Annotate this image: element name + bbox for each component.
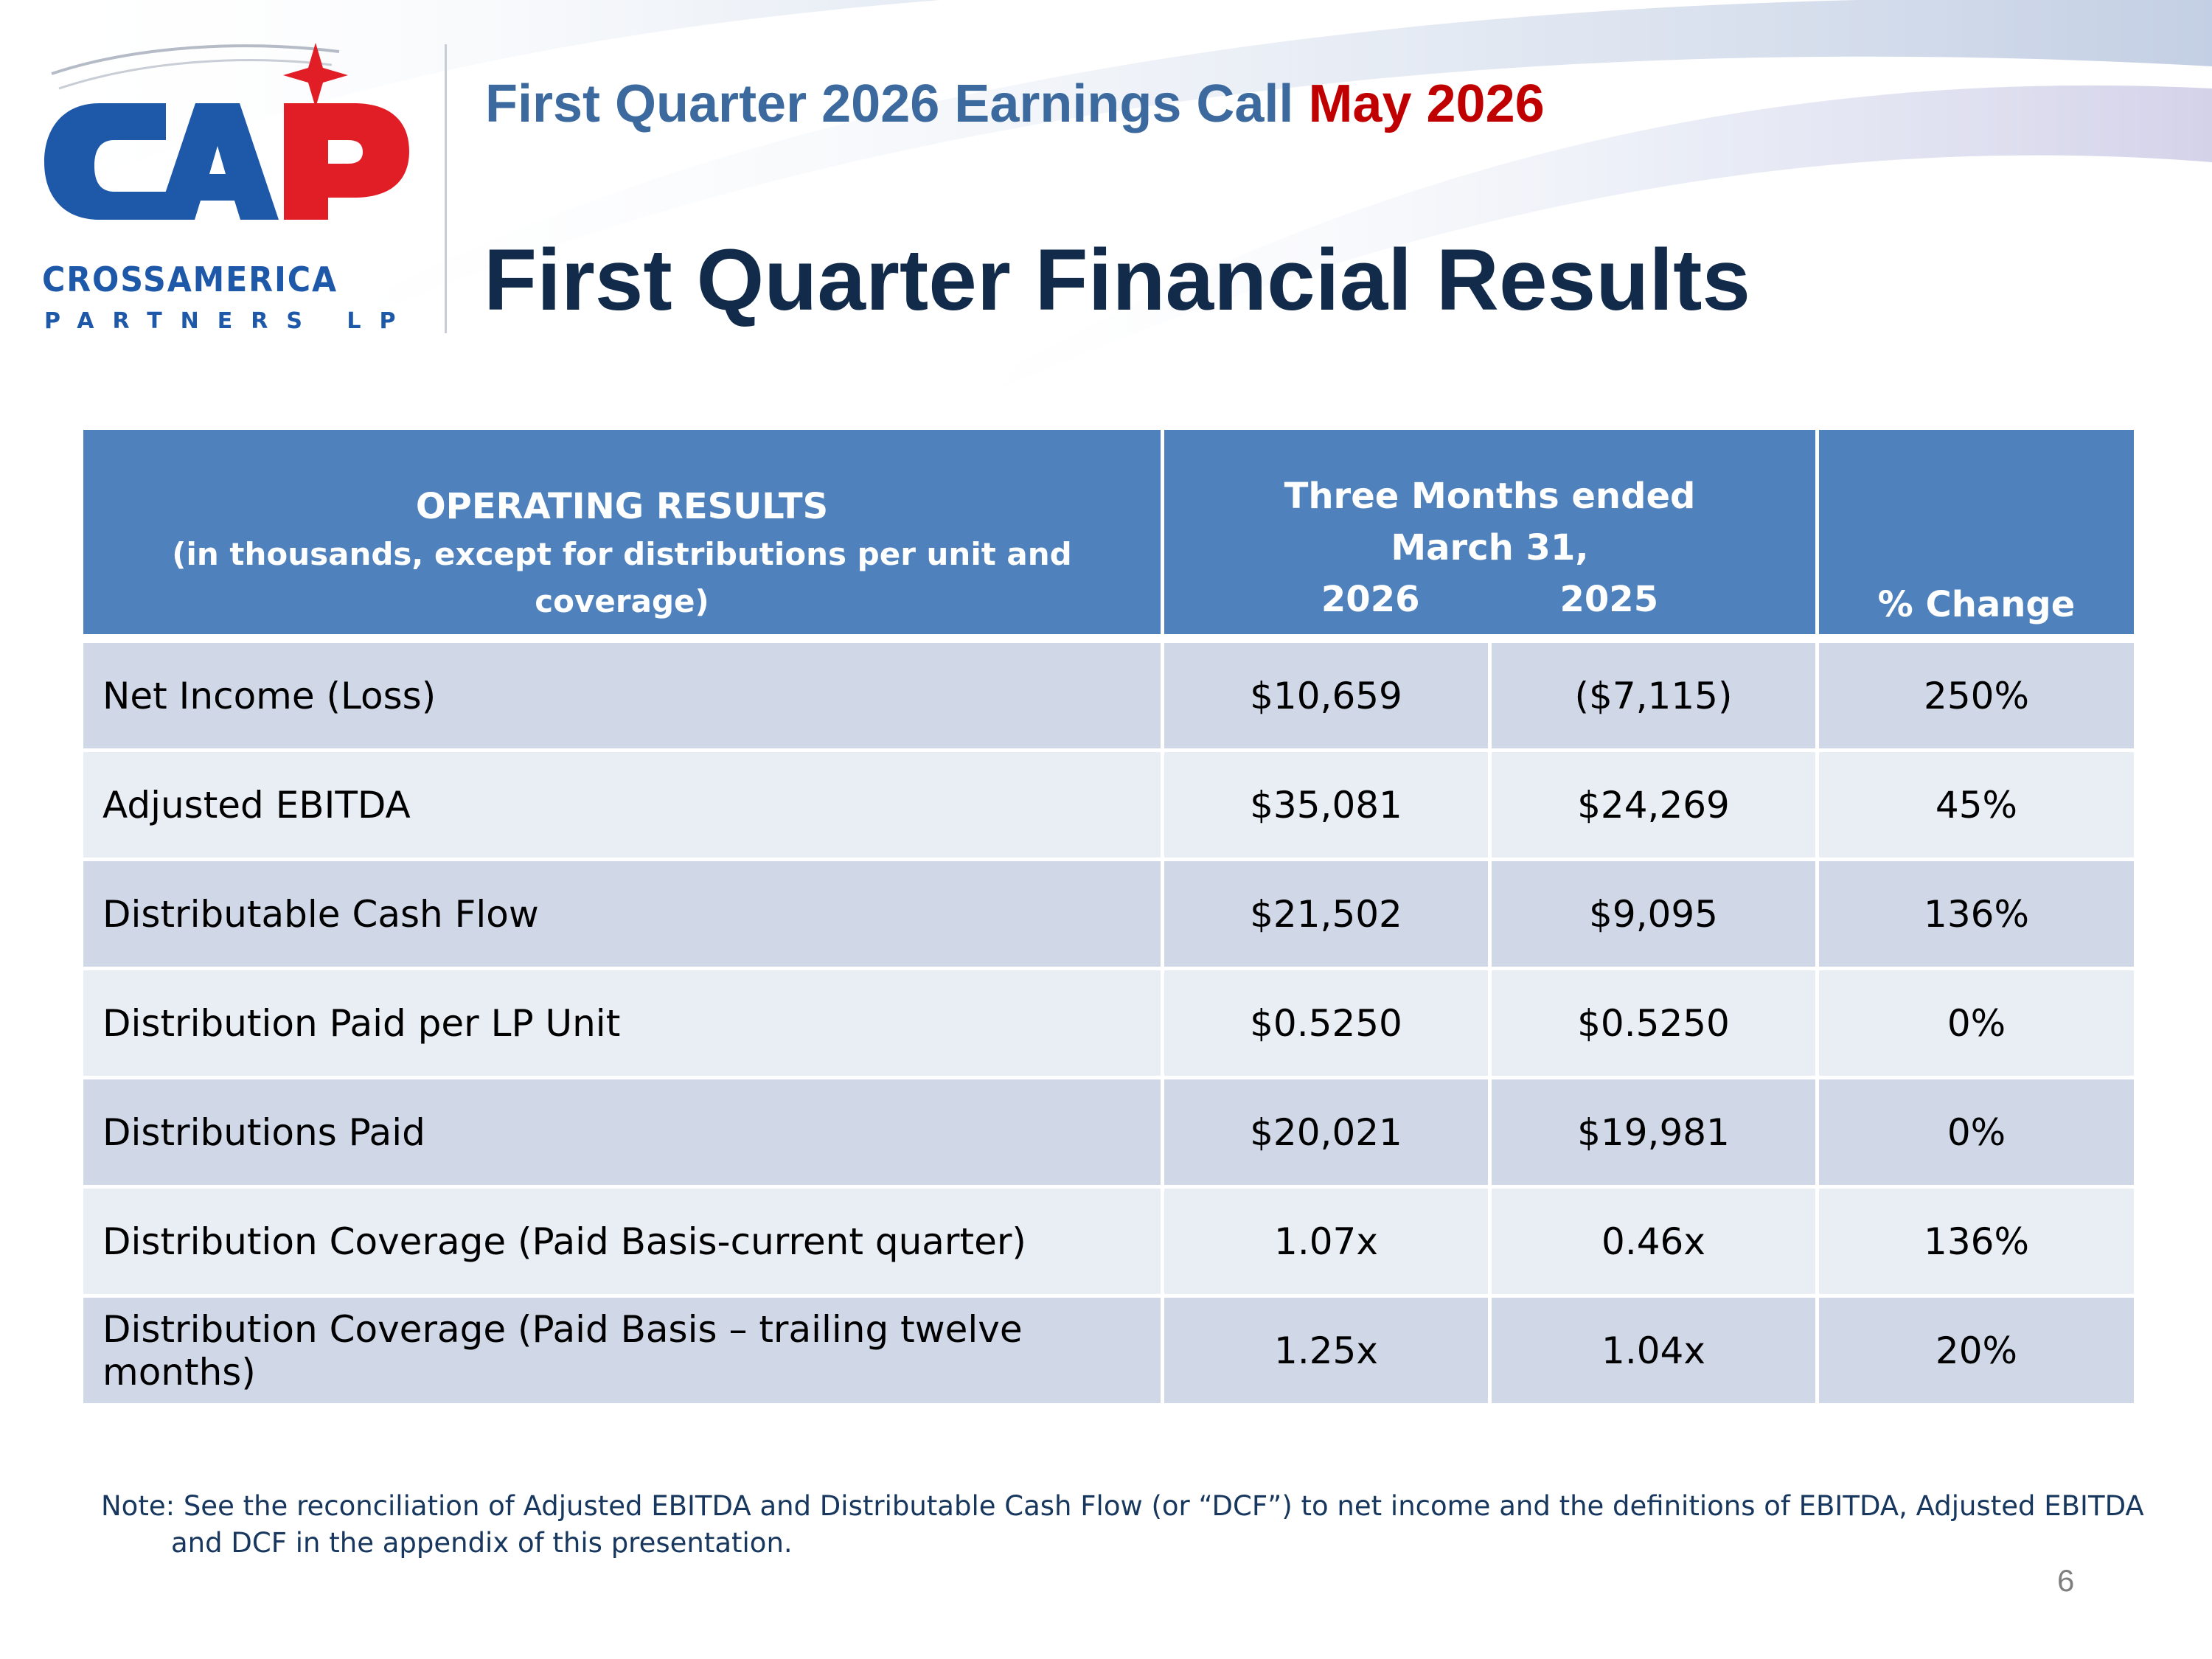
logo-name: CROSSAMERICA [42,260,338,299]
row-label: Distribution Coverage (Paid Basis – trai… [80,1294,1164,1407]
table-row: Adjusted EBITDA $35,081 $24,269 45% [80,748,2138,861]
logo-subtitle: PARTNERS LP [44,308,414,334]
row-value-2026: $21,502 [1161,858,1492,970]
header-divider [445,44,447,333]
header-operating-results: OPERATING RESULTS (in thousands, except … [80,426,1164,643]
header-period-line2: March 31, [1391,527,1589,568]
row-value-2025: ($7,115) [1488,636,1819,752]
row-change: 20% [1815,1294,2138,1407]
row-change: 250% [1815,636,2138,752]
row-value-2026: 1.25x [1161,1294,1492,1407]
row-value-2026: $10,659 [1161,636,1492,752]
table-row: Distributable Cash Flow $21,502 $9,095 1… [80,858,2138,970]
header-year-2025: 2025 [1559,579,1659,620]
row-label: Adjusted EBITDA [80,748,1164,861]
header-years: 2026 2025 [1164,574,1815,625]
table-header-row: OPERATING RESULTS (in thousands, except … [80,426,2138,643]
row-value-2026: $35,081 [1161,748,1492,861]
row-label: Net Income (Loss) [80,636,1164,752]
footnote: Note: See the reconciliation of Adjusted… [101,1490,2144,1559]
row-value-2026: $0.5250 [1161,967,1492,1079]
header-year-2026: 2026 [1321,579,1420,620]
event-heading: First Quarter 2026 Earnings Call May 202… [485,74,1545,134]
row-label: Distribution Coverage (Paid Basis-curren… [80,1185,1164,1298]
table-row: Distributions Paid $20,021 $19,981 0% [80,1076,2138,1189]
table-row: Distribution Coverage (Paid Basis-curren… [80,1185,2138,1298]
event-text: First Quarter 2026 Earnings Call [485,74,1294,133]
row-label: Distributions Paid [80,1076,1164,1189]
row-label: Distribution Paid per LP Unit [80,967,1164,1079]
header-op-subtitle: (in thousands, except for distributions … [172,536,1072,619]
row-value-2025: 0.46x [1488,1185,1819,1298]
header-op-title: OPERATING RESULTS [415,486,829,527]
row-value-2025: 1.04x [1488,1294,1819,1407]
row-change: 0% [1815,1076,2138,1189]
table-row: Distribution Paid per LP Unit $0.5250 $0… [80,967,2138,1079]
header-period-line1: Three Months ended [1284,476,1696,517]
table-row: Net Income (Loss) $10,659 ($7,115) 250% [80,636,2138,752]
operating-results-table: OPERATING RESULTS (in thousands, except … [80,426,2138,1407]
cap-logo [44,43,409,220]
header-change: % Change [1815,426,2138,643]
page-number: 6 [2057,1563,2075,1598]
row-change: 0% [1815,967,2138,1079]
row-value-2025: $24,269 [1488,748,1819,861]
header-period: Three Months ended March 31, 2026 2025 [1161,426,1819,643]
header-background-swoosh [0,0,2212,442]
row-value-2025: $19,981 [1488,1076,1819,1189]
page-title: First Quarter Financial Results [484,232,1751,329]
row-value-2026: 1.07x [1161,1185,1492,1298]
row-change: 45% [1815,748,2138,861]
row-value-2025: $9,095 [1488,858,1819,970]
row-change: 136% [1815,1185,2138,1298]
row-value-2025: $0.5250 [1488,967,1819,1079]
event-date: May 2026 [1308,74,1545,133]
row-value-2026: $20,021 [1161,1076,1492,1189]
row-label: Distributable Cash Flow [80,858,1164,970]
table-row: Distribution Coverage (Paid Basis – trai… [80,1294,2138,1407]
row-change: 136% [1815,858,2138,970]
